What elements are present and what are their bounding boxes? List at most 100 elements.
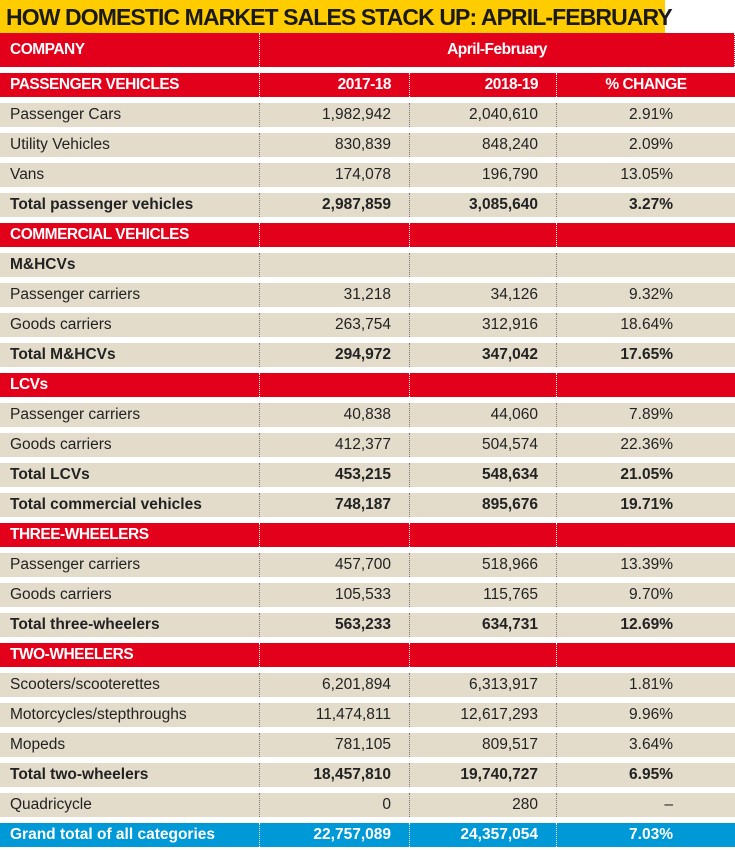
table-title: HOW DOMESTIC MARKET SALES STACK UP: APRI… [0, 0, 673, 33]
percent-change [557, 253, 735, 277]
row-label: Goods carriers [0, 433, 260, 457]
value-2018-19: 196,790 [410, 163, 557, 187]
value-2017-18 [260, 373, 410, 397]
row-label: Grand total of all categories [0, 823, 260, 847]
section-header-row: LCVs [0, 370, 735, 400]
percent-change: 21.05% [620, 466, 673, 483]
table-row: Scooters/scooterettes 6,201,894 6,313,917 1… [0, 670, 735, 700]
table-row: Vans 174,078 196,790 13.05% [0, 160, 735, 190]
percent-change: 7.89% [629, 406, 673, 423]
value-2017-18: 830,839 [260, 133, 410, 157]
total-row: Total commercial vehicles 748,187 895,676 1… [0, 490, 735, 520]
percent-change: 1.81% [629, 676, 673, 693]
table-row: Goods carriers 263,754 312,916 18.64% [0, 310, 735, 340]
row-label: THREE-WHEELERS [0, 523, 260, 547]
value-2017-18: 412,377 [260, 433, 410, 457]
value-2017-18: 11,474,811 [260, 703, 410, 727]
table-row: Motorcycles/stepthroughs 11,474,811 12,617… [0, 700, 735, 730]
table-row: Quadricycle 0 280 – [0, 790, 735, 820]
percent-change: 2.91% [629, 106, 673, 123]
percent-change: 9.32% [629, 286, 673, 303]
percent-change: 6.95% [629, 766, 673, 783]
row-label: Total M&HCVs [0, 343, 260, 367]
value-2017-18: 22,757,089 [260, 823, 410, 847]
value-2018-19: 312,916 [410, 313, 557, 337]
value-2017-18: 263,754 [260, 313, 410, 337]
value-2018-19 [410, 223, 557, 247]
percent-change: 2.09% [629, 136, 673, 153]
row-label: Passenger Cars [0, 103, 260, 127]
row-label: LCVs [0, 373, 260, 397]
value-2018-19 [410, 523, 557, 547]
table-row: Utility Vehicles 830,839 848,240 2.09% [0, 130, 735, 160]
value-2017-18: 31,218 [260, 283, 410, 307]
value-2018-19: 34,126 [410, 283, 557, 307]
percent-change: % CHANGE [605, 76, 687, 93]
row-label: Goods carriers [0, 313, 260, 337]
row-label: Utility Vehicles [0, 133, 260, 157]
value-2018-19: 6,313,917 [410, 673, 557, 697]
value-2017-18: 294,972 [260, 343, 410, 367]
value-2017-18: 2017-18 [260, 73, 410, 97]
value-2017-18 [260, 223, 410, 247]
row-label: Scooters/scooterettes [0, 673, 260, 697]
value-2018-19: 848,240 [410, 133, 557, 157]
value-2018-19: 347,042 [410, 343, 557, 367]
row-label: M&HCVs [0, 253, 260, 277]
row-label: Mopeds [0, 733, 260, 757]
value-2017-18: 40,838 [260, 403, 410, 427]
table-row: Passenger carriers 457,700 518,966 13.39% [0, 550, 735, 580]
value-2018-19: 280 [410, 793, 557, 817]
value-2017-18: 1,982,942 [260, 103, 410, 127]
row-label: Goods carriers [0, 583, 260, 607]
value-2018-19: 24,357,054 [410, 823, 557, 847]
table-row: Passenger Cars 1,982,942 2,040,610 2.91% [0, 100, 735, 130]
row-label: Passenger carriers [0, 553, 260, 577]
value-2017-18: 781,105 [260, 733, 410, 757]
row-label: Total commercial vehicles [0, 493, 260, 517]
table-row: Goods carriers 412,377 504,574 22.36% [0, 430, 735, 460]
value-2017-18: 105,533 [260, 583, 410, 607]
grand-total-row: Grand total of all categories 22,757,089 2… [0, 820, 735, 850]
row-label: Vans [0, 163, 260, 187]
percent-change: 9.96% [629, 706, 673, 723]
section-header-row: TWO-WHEELERS [0, 640, 735, 670]
percent-change [557, 373, 735, 397]
table-row: Passenger carriers 40,838 44,060 7.89% [0, 400, 735, 430]
percent-change: 13.39% [620, 556, 673, 573]
value-2017-18: 18,457,810 [260, 763, 410, 787]
value-2018-19 [410, 253, 557, 277]
value-2018-19 [410, 643, 557, 667]
total-row: Total LCVs 453,215 548,634 21.05% [0, 460, 735, 490]
percent-change: 9.70% [629, 586, 673, 603]
value-2018-19: 115,765 [410, 583, 557, 607]
value-2018-19: 3,085,640 [410, 193, 557, 217]
percent-change: 22.36% [620, 436, 673, 453]
value-2017-18: 457,700 [260, 553, 410, 577]
row-label: Total two-wheelers [0, 763, 260, 787]
row-label: COMMERCIAL VEHICLES [0, 223, 260, 247]
table-row: M&HCVs [0, 250, 735, 280]
total-row: Total three-wheelers 563,233 634,731 12.69% [0, 610, 735, 640]
percent-change [557, 223, 735, 247]
table-row: Goods carriers 105,533 115,765 9.70% [0, 580, 735, 610]
value-2018-19: 895,676 [410, 493, 557, 517]
row-label: Passenger carriers [0, 403, 260, 427]
row-label: Quadricycle [0, 793, 260, 817]
row-label: Total passenger vehicles [0, 193, 260, 217]
value-2017-18: 2,987,859 [260, 193, 410, 217]
sales-table: COMPANY April-February PASSENGER VEHICLE… [0, 33, 735, 850]
value-2017-18: 563,233 [260, 613, 410, 637]
percent-change: 17.65% [620, 346, 673, 363]
section-header-row: PASSENGER VEHICLES 2017-18 2018-19 % CHANGE [0, 70, 735, 100]
value-2018-19: 12,617,293 [410, 703, 557, 727]
total-row: Total passenger vehicles 2,987,859 3,085,6… [0, 190, 735, 220]
value-2018-19: 548,634 [410, 463, 557, 487]
percent-change [557, 643, 735, 667]
value-2018-19: 2018-19 [410, 73, 557, 97]
company-header: COMPANY [0, 33, 260, 67]
percent-change: 13.05% [620, 166, 673, 183]
section-header-row: THREE-WHEELERS [0, 520, 735, 550]
percent-change: 18.64% [620, 316, 673, 333]
value-2018-19: 518,966 [410, 553, 557, 577]
